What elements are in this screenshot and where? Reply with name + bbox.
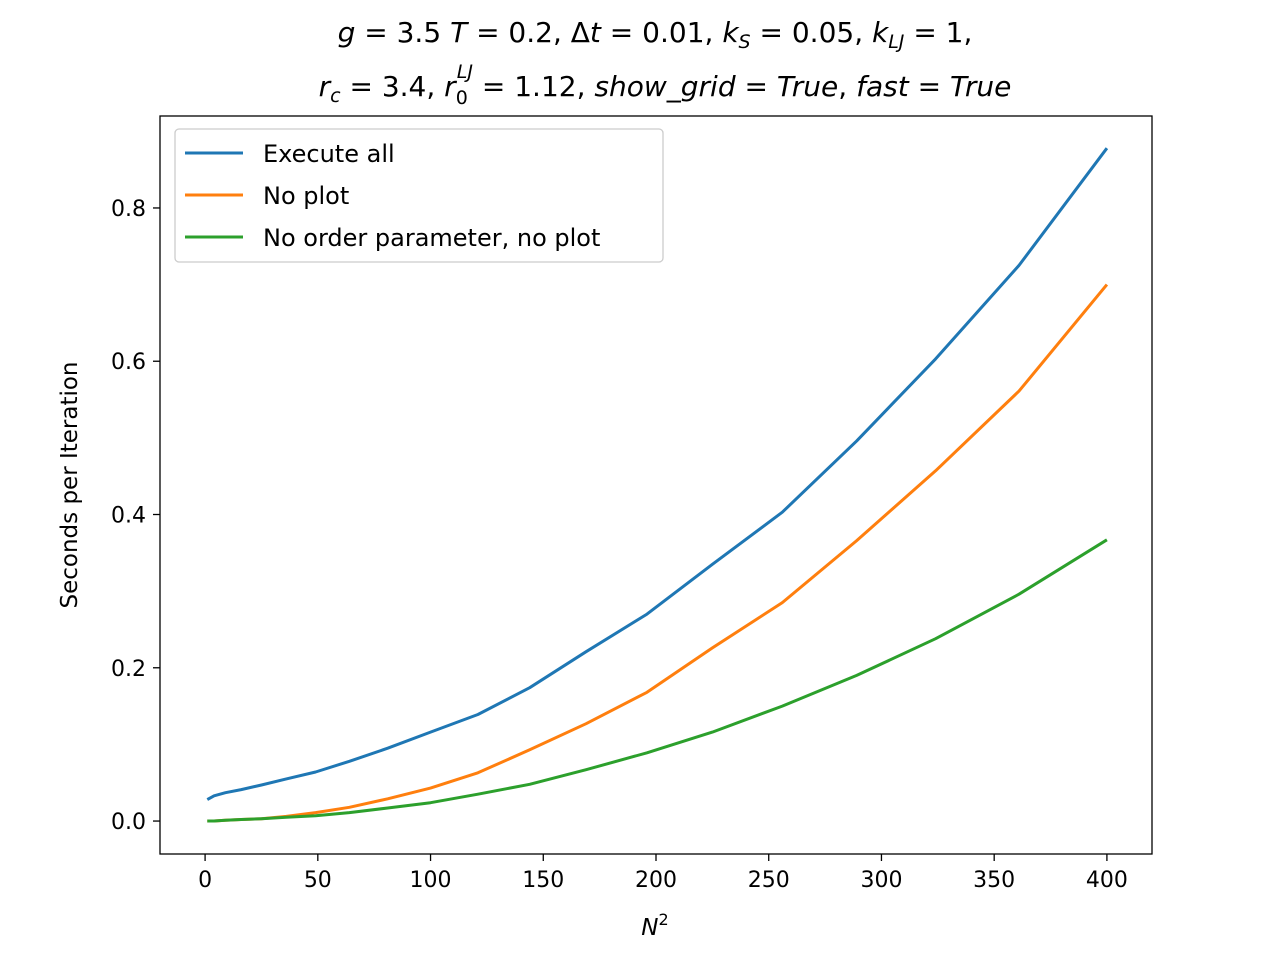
y-tick-label: 0.4: [111, 504, 146, 529]
y-axis-label: Seconds per Iteration: [57, 361, 83, 608]
x-tick-label: 200: [635, 868, 677, 893]
x-tick-label: 100: [410, 868, 452, 893]
chart-title-line1: g = 3.5 T = 0.2, Δt = 0.01, kS = 0.05, k…: [338, 16, 973, 53]
legend: Execute all No plot No order parameter, no…: [174, 128, 664, 263]
legend-label-1: Execute all: [263, 140, 395, 168]
y-tick-label: 0.6: [111, 350, 146, 375]
x-axis-ticks: 0 50 100 150 200 250 300 350 400: [198, 854, 1128, 893]
x-tick-label: 300: [860, 868, 902, 893]
x-tick-label: 150: [522, 868, 564, 893]
x-tick-label: 350: [973, 868, 1015, 893]
x-tick-label: 400: [1086, 868, 1128, 893]
x-tick-label: 250: [748, 868, 790, 893]
legend-label-3: No order parameter, no plot: [263, 224, 600, 252]
y-tick-label: 0.2: [111, 657, 146, 682]
y-axis-ticks: 0.0 0.2 0.4 0.6 0.8: [111, 197, 160, 835]
series-line-2: [207, 283, 1109, 823]
series-line-1: [206, 147, 1109, 801]
y-tick-label: 0.0: [111, 810, 146, 835]
legend-box: [174, 128, 664, 263]
x-axis-label: N2: [641, 910, 668, 941]
series-line-3: [207, 538, 1108, 823]
y-tick-label: 0.8: [111, 197, 146, 222]
chart-title-line2: rc = 3.4, r0LJ = 1.12, show_grid = True,…: [319, 61, 1012, 109]
x-tick-label: 50: [304, 868, 332, 893]
series-layer: [206, 147, 1109, 823]
x-tick-label: 0: [198, 868, 212, 893]
legend-label-2: No plot: [263, 182, 349, 210]
